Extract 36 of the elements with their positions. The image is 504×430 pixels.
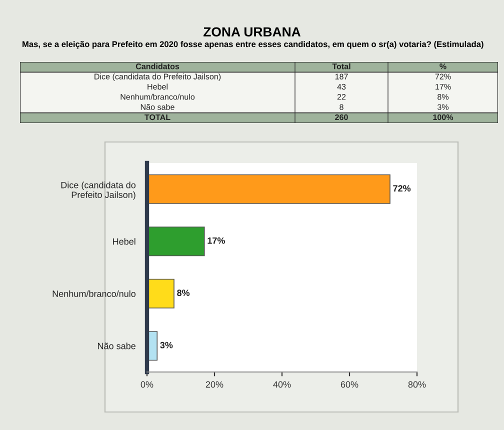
bar [147,278,174,308]
data-label: 72% [393,185,411,192]
text: TOTAL [144,114,170,120]
text: Hebel [148,84,168,90]
text: Nenhum/branco/nulo [120,94,195,100]
bar [147,226,205,256]
x-tick-label: 20% [206,381,224,388]
y-tick-label: Hebel [113,238,136,245]
chart-title: ZONA URBANA [204,27,301,37]
x-tick-label: 0% [140,381,154,388]
text: 43 [337,84,346,90]
chart-subtitle: Mas, se a eleição para Prefeito em 2020 fosse apenas entre esses candidatos, em quem o sr(a) votaria? (Estimulada) [22,41,484,49]
text: 8 [340,104,344,110]
y-tick-label: Nenhum/branco/nulo [52,290,136,297]
text: 17% [436,84,451,90]
data-label: 8% [177,290,190,296]
text: 72% [435,74,451,80]
text: Candidatos [136,63,180,70]
text: Total [332,63,350,70]
data-label: 17% [208,237,225,244]
bar [147,174,390,204]
x-tick-label: 40% [273,381,291,388]
text: 8% [438,94,449,100]
text: 22 [337,94,346,100]
x-tick-label: 60% [340,381,358,388]
x-tick-label: 80% [408,381,426,388]
text: 260 [335,114,348,120]
text: 3% [437,104,449,110]
y-tick-label: Não sabe [98,342,136,350]
text: Não sabe [140,104,174,110]
text: 187 [335,74,348,80]
data-label: 3% [160,342,173,348]
text: % [440,64,446,70]
text: Dice (candidata do Prefeito Jailson) [94,73,221,81]
y-tick-label: Dice (candidata do Prefeito Jailson) [61,182,136,200]
text: 100% [433,114,454,120]
